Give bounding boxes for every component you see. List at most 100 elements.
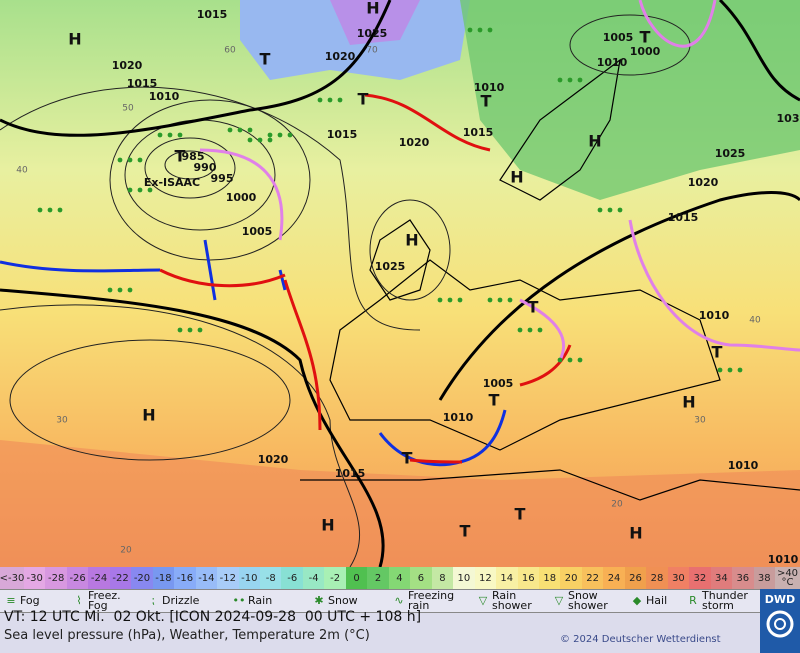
scale-cell: -6: [281, 567, 303, 589]
graticule-label: 40: [16, 166, 28, 176]
scale-cell: 6: [410, 567, 432, 589]
rain-symbol: [157, 132, 163, 138]
legend-label: Fog: [20, 594, 40, 607]
isobar-label: 1010: [699, 309, 730, 322]
rain-symbol: [247, 127, 253, 133]
rain-symbol: [227, 127, 233, 133]
legend-item: •• Rain: [232, 590, 302, 612]
legend-item: ▽ Snow shower: [552, 590, 632, 612]
scale-cell: 28: [646, 567, 668, 589]
rain-symbol: [37, 207, 43, 213]
rain-symbol: [317, 97, 323, 103]
scale-cell: -22: [109, 567, 132, 589]
isobar-label: 1010: [149, 90, 180, 103]
isobar-label: 1005: [603, 31, 634, 44]
isobar-label: 1015: [197, 8, 228, 21]
scale-cell: 18: [538, 567, 561, 589]
scale-cell: -28: [45, 567, 67, 589]
rain-symbol: [737, 367, 743, 373]
legend-label: Rain shower: [492, 589, 532, 612]
rain-symbol: [247, 137, 253, 143]
logo: DWD: [760, 589, 800, 653]
rain-symbol: [577, 77, 583, 83]
pressure-center: H: [405, 231, 418, 250]
rain-symbol: [127, 187, 133, 193]
rain-symbol: [557, 77, 563, 83]
isobar-label: 1015: [335, 467, 366, 480]
rain-symbol: [267, 132, 273, 138]
graticule-label: 30: [694, 416, 706, 426]
legend-label: Freez. Fog: [88, 589, 121, 612]
isobar-label: 1020: [399, 136, 430, 149]
legend-item: ∿ Freezing rain: [392, 590, 482, 612]
rain-symbol: [497, 297, 503, 303]
legend-label: Rain: [248, 594, 273, 607]
logo-text: DWD: [764, 593, 796, 606]
rain-symbol: [327, 97, 333, 103]
rain-symbol: [457, 297, 463, 303]
warm-area: [0, 440, 800, 567]
green-area: [460, 0, 800, 200]
scale-cell: 4: [388, 567, 411, 589]
copyright: © 2024 Deutscher Wetterdienst: [560, 634, 721, 645]
occluded-front: [199, 0, 800, 361]
rain-symbol: [487, 27, 493, 33]
legend-icon: ✱: [314, 594, 324, 607]
rain-symbol: [237, 127, 243, 133]
scale-cell: 36: [732, 567, 754, 589]
legend-icon: ••: [232, 594, 246, 607]
pressure-center: T: [260, 50, 271, 69]
scale-cell: -30: [24, 567, 46, 589]
scale-cell: 26: [624, 567, 647, 589]
rain-symbol: [57, 207, 63, 213]
rain-symbol: [537, 327, 543, 333]
rain-symbol: [567, 77, 573, 83]
legend-icon: R: [689, 594, 697, 607]
graticule-label: 60: [224, 46, 236, 56]
legend-icon: ≡: [6, 594, 16, 607]
isobar-label: 1015: [463, 126, 494, 139]
scale-cell: -14: [195, 567, 218, 589]
rain-symbol: [107, 287, 113, 293]
isobar-label: 1020: [258, 453, 289, 466]
graticule-label: 20: [611, 500, 623, 510]
scale-cell: 16: [517, 567, 539, 589]
rain-symbol: [727, 367, 733, 373]
rain-symbol: [557, 357, 563, 363]
description: Sea level pressure (hPa), Weather, Tempe…: [4, 628, 370, 643]
scale-high: >40 °C: [775, 567, 800, 589]
isobar-label: 1025: [357, 27, 388, 40]
scale-cell: -24: [88, 567, 110, 589]
pressure-center: H: [321, 516, 334, 535]
scale-unit: °C: [781, 577, 794, 588]
temperature-scale: <-30 -30 -28 -26 -24 -22 -20 -18 -16 -14 -12 -10 -8-…: [0, 567, 800, 589]
isobar-label: 1005: [483, 377, 514, 390]
rain-symbol: [177, 132, 183, 138]
coastline: [329, 259, 721, 451]
rain-symbol: [447, 297, 453, 303]
rain-symbol: [517, 327, 523, 333]
graticule-label: 50: [122, 104, 134, 114]
isobar-label: 1025: [715, 147, 746, 160]
scale-cell: -26: [66, 567, 89, 589]
rain-symbol: [717, 367, 723, 373]
pressure-center: T: [712, 343, 723, 362]
legend-icon: ⁏: [151, 594, 155, 607]
rain-symbol: [267, 137, 273, 143]
weather-legend: ≡ Fog ⌇ Freez. Fog ⁏ Drizzle •• Rain ✱ Snow ∿ Freez…: [0, 589, 760, 613]
pressure-center: H: [682, 393, 695, 412]
pressure-center: T: [481, 92, 492, 111]
legend-label: Drizzle: [162, 594, 200, 607]
rain-symbol: [187, 327, 193, 333]
rain-symbol: [287, 132, 293, 138]
legend-label: Snow: [328, 594, 358, 607]
rain-symbol: [277, 132, 283, 138]
graticule-label: 40: [749, 316, 761, 326]
pressure-center: T: [402, 449, 413, 468]
rain-symbol: [617, 207, 623, 213]
valid-time: VT: 12 UTC Mi. 02 Okt. [ICON 2024-09-28 …: [4, 609, 422, 625]
main-isobars: [0, 0, 800, 567]
legend-label: Snow shower: [568, 589, 608, 612]
rain-symbol: [137, 187, 143, 193]
